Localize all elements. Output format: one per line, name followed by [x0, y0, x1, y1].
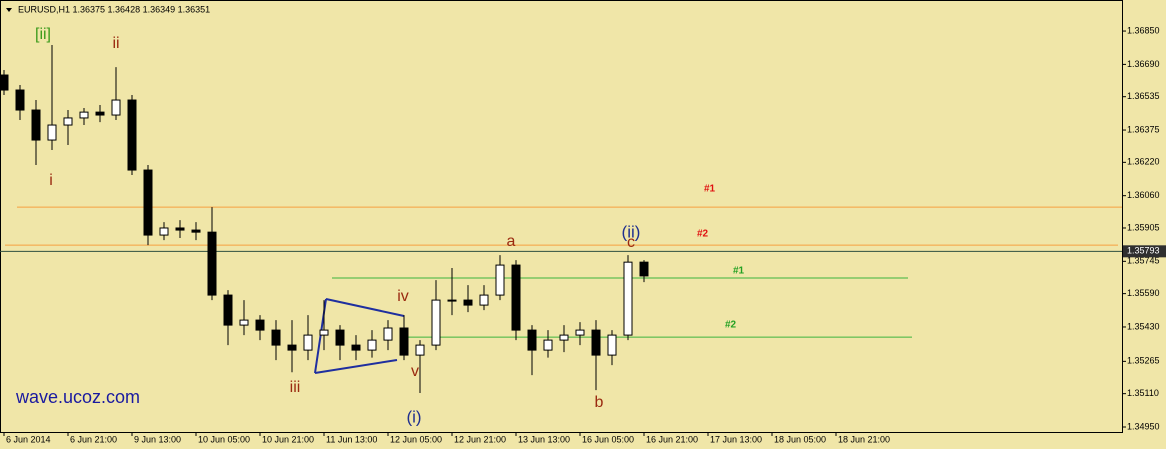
candle-body — [415, 344, 425, 356]
candle-body — [127, 99, 137, 171]
wave-label: (ii) — [622, 222, 641, 241]
wave-label: b — [595, 394, 604, 411]
candle-body — [575, 329, 585, 336]
candle-body — [463, 299, 473, 306]
wave-label: c — [627, 234, 635, 251]
triangle-line — [314, 359, 398, 374]
y-tick-label: 1.35590 — [1127, 288, 1160, 298]
candle-body — [63, 117, 73, 126]
watermark: wave.ucoz.com — [15, 387, 140, 407]
chart-title: EURUSD,H1 1.36375 1.36428 1.36349 1.3635… — [18, 4, 210, 14]
candle-body — [287, 344, 297, 351]
candle-body — [111, 99, 121, 116]
candle-body — [447, 299, 457, 302]
x-tick-label: 9 Jun 13:00 — [134, 434, 181, 444]
candle-body — [527, 329, 537, 351]
candle-body — [431, 299, 441, 346]
candle-body — [79, 111, 89, 119]
level-label: #2 — [725, 320, 737, 331]
y-tick-label: 1.36535 — [1127, 91, 1160, 101]
candle-body — [175, 227, 185, 231]
candle-body — [255, 319, 265, 331]
x-tick-label: 12 Jun 21:00 — [454, 434, 506, 444]
candle-body — [511, 264, 521, 331]
candle-body — [335, 329, 345, 346]
x-tick-label: 16 Jun 05:00 — [582, 434, 634, 444]
candle-body — [191, 229, 201, 233]
candle-body — [639, 261, 649, 277]
wave-label: [ii] — [35, 26, 51, 43]
candle-body — [607, 334, 617, 356]
wave-label: iv — [397, 288, 409, 305]
candle-body — [623, 261, 633, 336]
x-tick-label: 13 Jun 13:00 — [518, 434, 570, 444]
candle-body — [0, 74, 9, 91]
y-tick-label: 1.35745 — [1127, 256, 1160, 266]
candle-body — [271, 329, 281, 346]
candle-body — [223, 294, 233, 326]
x-tick-label: 18 Jun 05:00 — [774, 434, 826, 444]
y-tick-label: 1.36850 — [1127, 25, 1160, 35]
y-tick-label: 1.35110 — [1127, 388, 1159, 398]
x-tick-label: 11 Jun 13:00 — [326, 434, 377, 444]
wave-label: a — [507, 233, 516, 250]
candle-body — [15, 89, 25, 111]
candle-body — [143, 169, 153, 236]
y-tick-label: 1.36220 — [1127, 157, 1160, 167]
current-price-label: 1.35793 — [1127, 246, 1160, 256]
y-tick-label: 1.35265 — [1127, 356, 1160, 366]
y-tick-label: 1.36060 — [1127, 190, 1160, 200]
menu-arrow — [6, 8, 12, 12]
candle-body — [479, 294, 489, 306]
y-tick-label: 1.36690 — [1127, 59, 1160, 69]
candle-body — [319, 329, 329, 336]
wave-label: i — [49, 172, 53, 189]
y-tick-label: 1.36375 — [1127, 124, 1160, 134]
level-label: #1 — [704, 184, 716, 195]
wave-label: v — [411, 363, 419, 380]
candle-body — [31, 109, 41, 141]
wave-label: ii — [112, 35, 119, 52]
x-tick-label: 10 Jun 21:00 — [262, 434, 314, 444]
plot-border — [0, 0, 1123, 433]
x-tick-label: 6 Jun 2014 — [6, 434, 51, 444]
wave-label: (i) — [406, 407, 421, 426]
candle-body — [367, 339, 377, 351]
candle-body — [399, 327, 409, 356]
wave-label: iii — [290, 379, 301, 396]
x-tick-label: 17 Jun 13:00 — [710, 434, 762, 444]
candle-body — [207, 231, 217, 296]
candle-body — [543, 339, 553, 351]
y-tick-label: 1.34950 — [1127, 421, 1160, 431]
x-tick-label: 18 Jun 21:00 — [838, 434, 890, 444]
candle-body — [383, 327, 393, 341]
candle-body — [559, 334, 569, 341]
x-tick-label: 6 Jun 21:00 — [70, 434, 117, 444]
triangle-line — [325, 298, 405, 317]
candle-body — [159, 227, 169, 236]
candle-body — [95, 111, 105, 116]
candle-body — [495, 264, 505, 296]
candle-body — [591, 329, 601, 356]
x-tick-label: 10 Jun 05:00 — [198, 434, 250, 444]
x-tick-label: 12 Jun 05:00 — [390, 434, 442, 444]
level-label: #2 — [697, 229, 709, 240]
level-label: #1 — [733, 266, 745, 277]
y-tick-label: 1.35430 — [1127, 321, 1160, 331]
y-tick-label: 1.35905 — [1127, 222, 1160, 232]
current-price-box — [1123, 245, 1166, 258]
candle-body — [351, 344, 361, 351]
candle-body — [239, 319, 249, 326]
x-tick-label: 16 Jun 21:00 — [646, 434, 698, 444]
candle-body — [47, 124, 57, 141]
candle-body — [303, 334, 313, 351]
